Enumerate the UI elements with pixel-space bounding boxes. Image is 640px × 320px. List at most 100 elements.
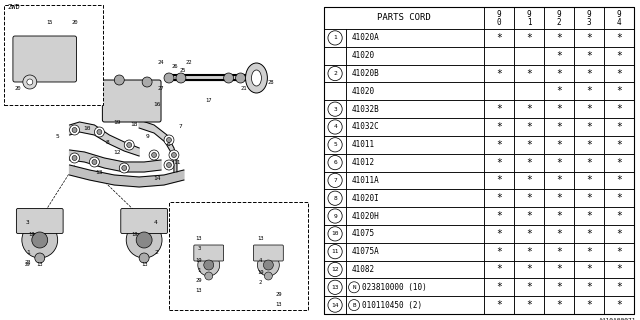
- Text: *: *: [526, 264, 532, 275]
- Bar: [346, 65, 484, 83]
- Circle shape: [166, 163, 172, 167]
- Text: *: *: [496, 104, 502, 114]
- Text: 2: 2: [154, 250, 158, 254]
- Text: 41075A: 41075A: [352, 247, 380, 256]
- Bar: [514, 29, 544, 47]
- Bar: [324, 136, 346, 154]
- Bar: [604, 100, 634, 118]
- Text: *: *: [526, 140, 532, 150]
- Text: 16: 16: [154, 102, 161, 108]
- Bar: [346, 189, 484, 207]
- Text: *: *: [556, 247, 562, 257]
- Polygon shape: [70, 150, 161, 172]
- Text: *: *: [526, 68, 532, 78]
- Text: *: *: [496, 122, 502, 132]
- Text: *: *: [556, 104, 562, 114]
- Text: *: *: [496, 140, 502, 150]
- Bar: [544, 118, 574, 136]
- Text: *: *: [616, 51, 622, 61]
- Text: *: *: [556, 68, 562, 78]
- Bar: [514, 225, 544, 243]
- Text: 13: 13: [196, 236, 202, 241]
- Circle shape: [72, 156, 77, 161]
- Circle shape: [264, 260, 273, 270]
- Text: N: N: [353, 285, 356, 290]
- Bar: [574, 243, 604, 260]
- Circle shape: [23, 75, 36, 89]
- Text: 19: 19: [131, 233, 138, 237]
- Text: 6: 6: [167, 141, 171, 147]
- Bar: [324, 207, 346, 225]
- Circle shape: [349, 282, 360, 293]
- Bar: [346, 100, 484, 118]
- Text: *: *: [556, 229, 562, 239]
- Text: *: *: [616, 282, 622, 292]
- Bar: [604, 225, 634, 243]
- Text: *: *: [556, 86, 562, 96]
- Circle shape: [328, 298, 342, 312]
- Bar: [484, 278, 514, 296]
- Text: 9: 9: [145, 133, 149, 139]
- Text: *: *: [616, 193, 622, 203]
- Text: *: *: [526, 193, 532, 203]
- Bar: [484, 207, 514, 225]
- Bar: [604, 65, 634, 83]
- Circle shape: [328, 191, 342, 205]
- Bar: [4, 5, 104, 105]
- Text: *: *: [526, 104, 532, 114]
- Bar: [484, 118, 514, 136]
- Text: *: *: [556, 140, 562, 150]
- Text: 41082: 41082: [352, 265, 375, 274]
- Bar: [604, 154, 634, 172]
- Circle shape: [95, 127, 104, 137]
- Bar: [484, 225, 514, 243]
- Circle shape: [136, 232, 152, 248]
- Text: *: *: [586, 122, 592, 132]
- Circle shape: [328, 102, 342, 116]
- Bar: [574, 189, 604, 207]
- Bar: [514, 65, 544, 83]
- Text: 20: 20: [15, 85, 21, 91]
- Bar: [324, 189, 346, 207]
- Text: 8: 8: [106, 140, 109, 145]
- Text: 1: 1: [26, 250, 29, 254]
- Text: 12: 12: [332, 267, 339, 272]
- Circle shape: [119, 163, 129, 173]
- Bar: [514, 154, 544, 172]
- Circle shape: [264, 272, 273, 280]
- Bar: [484, 296, 514, 314]
- Bar: [604, 296, 634, 314]
- Bar: [484, 172, 514, 189]
- Circle shape: [328, 67, 342, 81]
- Text: *: *: [496, 68, 502, 78]
- Text: B: B: [353, 303, 356, 308]
- Bar: [346, 83, 484, 100]
- Text: 41032B: 41032B: [352, 105, 380, 114]
- Text: 9: 9: [587, 10, 591, 19]
- Bar: [324, 172, 346, 189]
- Circle shape: [169, 150, 179, 160]
- Bar: [604, 243, 634, 260]
- Text: 4: 4: [333, 124, 337, 130]
- Bar: [544, 207, 574, 225]
- Text: 0: 0: [497, 18, 501, 27]
- Circle shape: [35, 253, 45, 263]
- Bar: [604, 83, 634, 100]
- Bar: [346, 260, 484, 278]
- Text: 9: 9: [617, 10, 621, 19]
- Bar: [346, 136, 484, 154]
- Bar: [484, 260, 514, 278]
- Text: *: *: [616, 300, 622, 310]
- Text: *: *: [586, 247, 592, 257]
- Text: 41020: 41020: [352, 51, 375, 60]
- Text: 14: 14: [154, 175, 161, 180]
- Text: 41075: 41075: [352, 229, 375, 238]
- Text: *: *: [496, 229, 502, 239]
- Circle shape: [97, 130, 102, 134]
- Circle shape: [70, 153, 79, 163]
- Bar: [574, 118, 604, 136]
- Bar: [346, 225, 484, 243]
- Bar: [604, 207, 634, 225]
- Text: 7: 7: [179, 124, 183, 130]
- Text: 22: 22: [186, 60, 192, 65]
